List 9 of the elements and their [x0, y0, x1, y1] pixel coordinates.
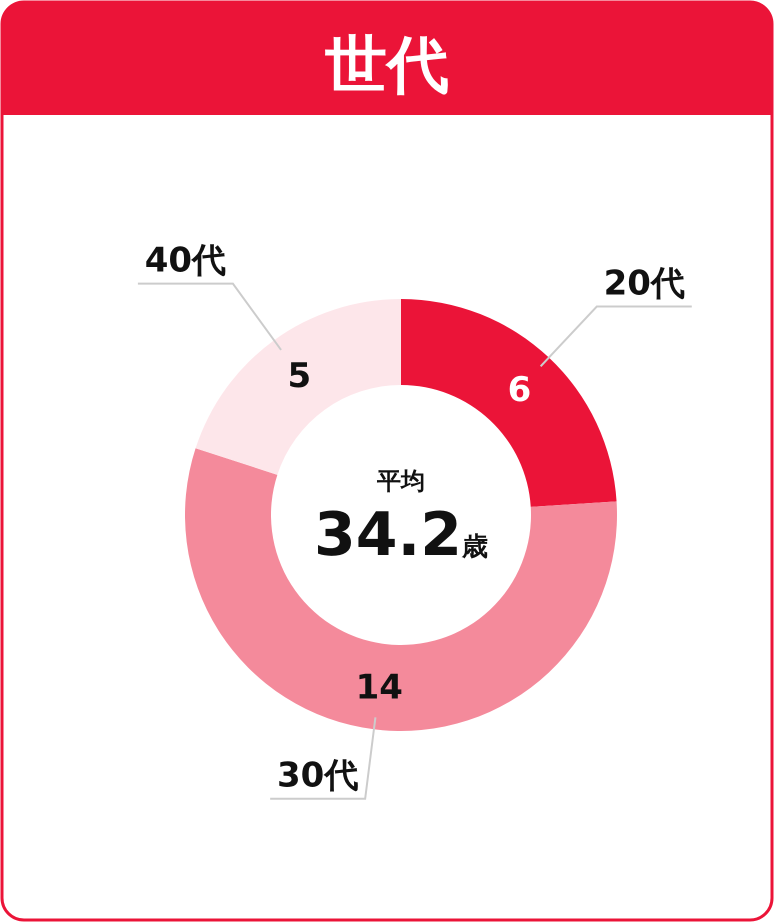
slice-label: 40代 — [144, 240, 226, 281]
data-label: 6 — [508, 370, 532, 410]
text: 34.2歳 — [314, 500, 488, 570]
slice-label: 20代 — [604, 264, 685, 304]
text: 平均 — [376, 467, 425, 495]
data-label: 5 — [287, 356, 312, 396]
slice-label: 30代 — [276, 756, 358, 796]
chart-title: 世代 — [325, 28, 449, 101]
data-label: 14 — [356, 668, 403, 708]
